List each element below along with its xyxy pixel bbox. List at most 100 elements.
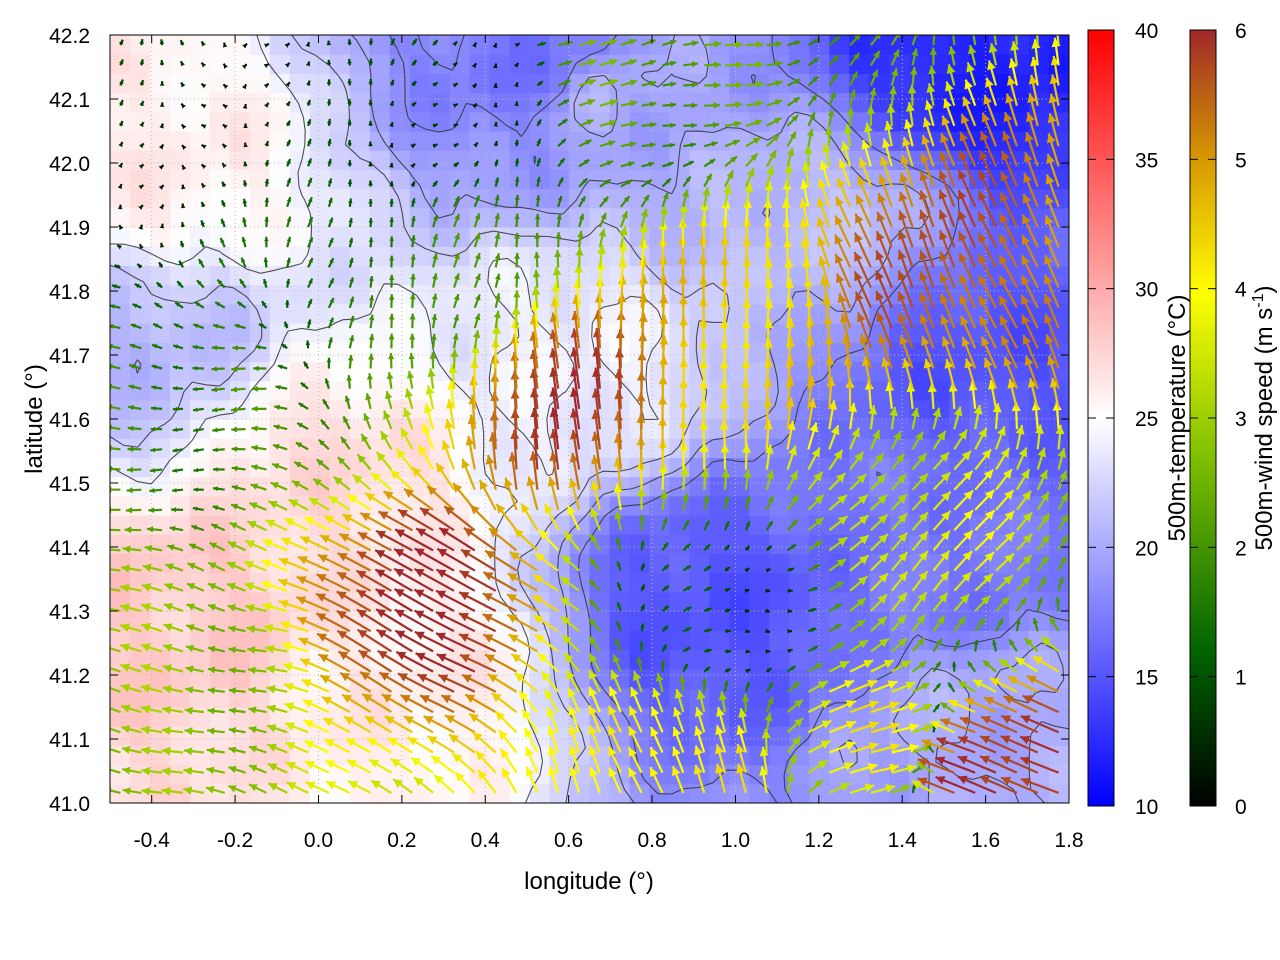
wind-vector-head bbox=[110, 663, 111, 666]
heatmap-cell bbox=[150, 649, 171, 670]
wind-vector bbox=[306, 118, 312, 127]
heatmap-cell bbox=[1049, 764, 1069, 785]
wind-vector-shaft bbox=[110, 666, 121, 673]
wind-vector bbox=[356, 453, 372, 471]
heatmap-cell bbox=[169, 131, 191, 151]
heatmap-cell bbox=[1049, 668, 1069, 689]
wind-vector-head bbox=[180, 203, 186, 209]
heatmap-cell bbox=[609, 649, 631, 670]
wind-vector-head bbox=[228, 727, 237, 734]
wind-vector bbox=[159, 39, 165, 46]
wind-vector-shaft bbox=[110, 447, 121, 451]
wind-vector bbox=[192, 386, 204, 392]
wind-vector-head bbox=[198, 259, 204, 265]
wind-vector-head bbox=[329, 317, 334, 323]
heatmap-cell bbox=[629, 495, 651, 516]
wind-vector-head bbox=[337, 553, 348, 562]
heatmap-cell bbox=[169, 169, 191, 190]
wind-vector-head bbox=[286, 178, 291, 183]
wind-vector bbox=[194, 301, 205, 309]
wind-vector-head bbox=[161, 786, 171, 796]
wind-vector-head bbox=[368, 58, 373, 64]
wind-vector bbox=[230, 386, 246, 393]
wind-vector bbox=[346, 493, 372, 511]
wind-vector bbox=[231, 465, 246, 472]
wind-vector-head bbox=[369, 759, 380, 768]
heatmap-cell bbox=[110, 438, 131, 458]
wind-vector bbox=[347, 39, 352, 46]
wind-vector bbox=[138, 163, 145, 169]
wind-vector-head bbox=[285, 82, 290, 88]
wind-vector bbox=[262, 538, 288, 552]
heatmap-cell bbox=[829, 73, 850, 94]
heatmap-cell bbox=[130, 323, 151, 343]
heatmap-cell bbox=[169, 783, 191, 803]
heatmap-cell bbox=[169, 457, 191, 478]
wind-vector bbox=[173, 322, 184, 330]
heatmap-cell bbox=[449, 207, 471, 228]
wind-vector-head bbox=[110, 404, 113, 411]
wind-vector-head bbox=[128, 384, 135, 390]
heatmap-cell bbox=[749, 476, 770, 497]
heatmap-cell bbox=[209, 687, 231, 708]
heatmap-cell bbox=[689, 534, 710, 554]
wind-vector-head bbox=[201, 124, 207, 129]
wind-vector bbox=[140, 622, 163, 633]
heatmap-cell bbox=[409, 265, 431, 286]
wind-vector bbox=[159, 242, 165, 248]
heatmap-cell bbox=[849, 111, 870, 132]
heatmap-cell bbox=[629, 572, 651, 593]
heatmap-cell bbox=[869, 457, 890, 478]
heatmap-cell bbox=[729, 572, 750, 593]
wind-vector bbox=[200, 163, 207, 169]
wind-vector bbox=[285, 81, 291, 88]
heatmap-cell bbox=[729, 457, 750, 478]
heatmap-cell bbox=[229, 630, 251, 650]
wind-vector-shaft bbox=[110, 467, 121, 471]
wind-vector bbox=[234, 323, 246, 330]
wind-vector-head bbox=[172, 386, 178, 391]
wind-vector bbox=[212, 486, 225, 492]
heatmap-cell bbox=[449, 227, 471, 247]
wind-vector-head bbox=[193, 467, 199, 473]
wind-vector bbox=[307, 158, 313, 167]
wind-vector-head bbox=[342, 514, 353, 523]
heatmap-cell bbox=[949, 476, 970, 497]
wind-vector-head bbox=[278, 578, 289, 588]
heatmap-cell bbox=[409, 399, 431, 420]
heatmap-cell bbox=[110, 707, 131, 727]
wind-vector-head bbox=[305, 340, 311, 345]
wind-vector-head bbox=[138, 164, 144, 169]
heatmap-cell bbox=[769, 745, 790, 766]
heatmap-cell bbox=[849, 668, 870, 689]
heatmap-cell bbox=[969, 553, 990, 574]
heatmap-cell bbox=[929, 361, 950, 382]
wind-vector bbox=[288, 498, 309, 511]
heatmap-cell bbox=[449, 303, 471, 324]
wind-vector-head bbox=[303, 720, 314, 729]
wind-vector bbox=[118, 224, 124, 230]
heatmap-cell bbox=[609, 553, 631, 574]
heatmap-cell bbox=[289, 207, 311, 228]
wind-vector bbox=[200, 82, 207, 89]
heatmap-cell bbox=[729, 591, 750, 612]
wind-vector-head bbox=[128, 404, 134, 411]
heatmap-cell bbox=[769, 495, 790, 516]
wind-vector-shaft bbox=[110, 748, 121, 754]
wind-vector bbox=[227, 625, 246, 633]
heatmap-cell bbox=[229, 649, 251, 670]
wind-vector-head bbox=[159, 39, 165, 44]
wind-vector bbox=[251, 464, 267, 471]
wind-vector-head bbox=[347, 78, 352, 84]
wind-vector bbox=[151, 385, 163, 390]
heatmap-cell bbox=[150, 207, 171, 228]
wind-vector bbox=[342, 415, 351, 430]
heatmap-cell bbox=[389, 227, 411, 247]
wind-vector bbox=[142, 563, 163, 572]
heatmap-cell bbox=[289, 54, 311, 74]
heatmap-cell bbox=[749, 495, 770, 516]
wind-vector-head bbox=[265, 519, 276, 528]
wind-vector-head bbox=[110, 343, 113, 350]
wind-vector-head bbox=[213, 467, 218, 472]
wind-vector bbox=[222, 103, 228, 109]
